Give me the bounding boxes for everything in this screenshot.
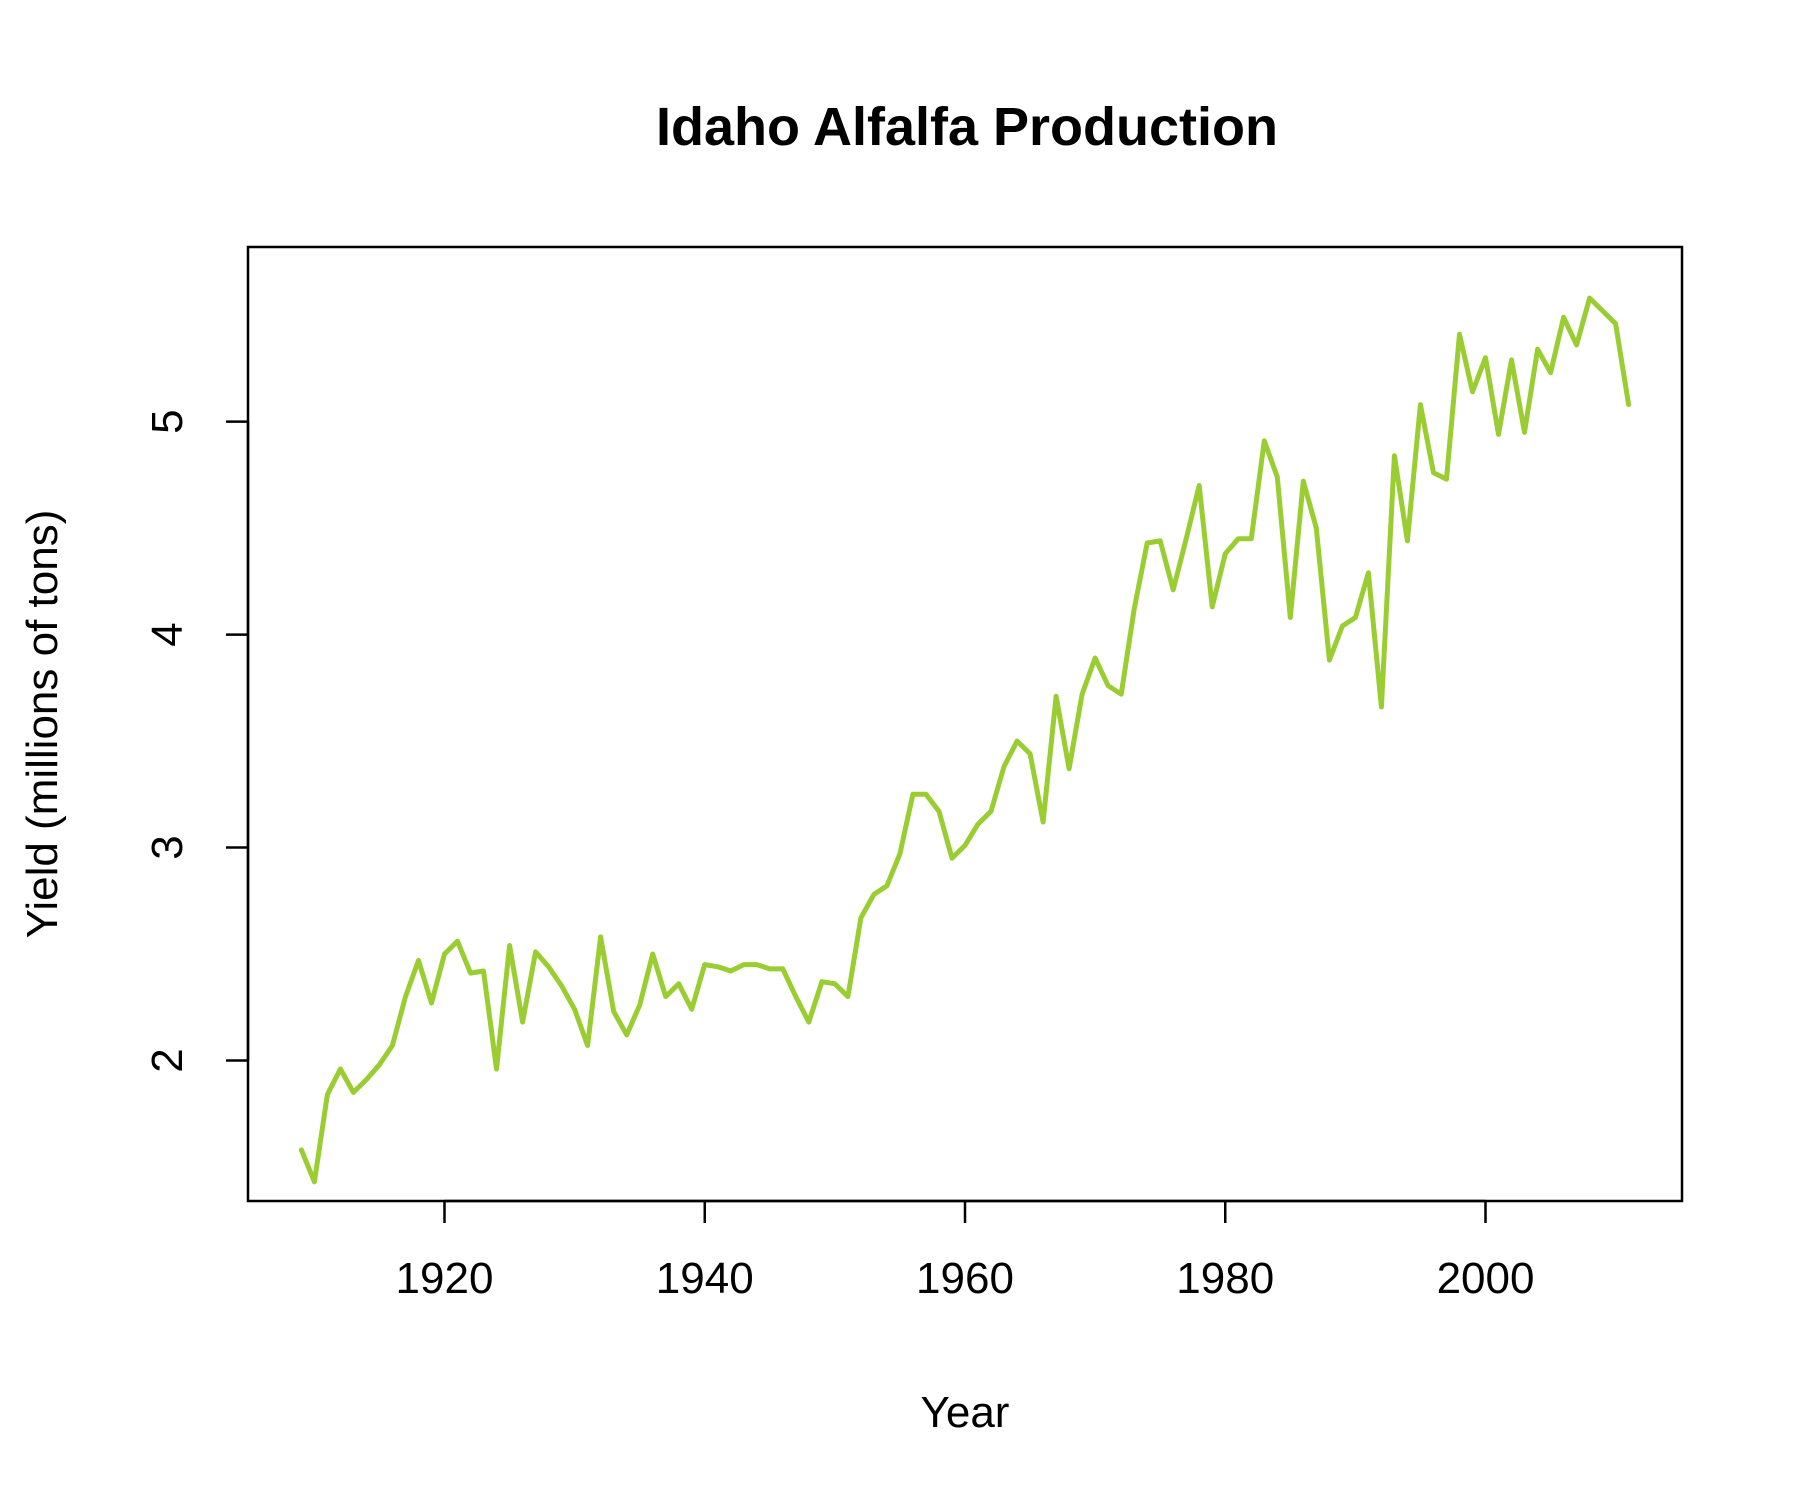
y-axis-label: Yield (millions of tons) [18,510,67,939]
y-tick-label: 5 [143,409,192,433]
x-tick-label: 1940 [656,1254,754,1303]
series-line [298,295,1632,1185]
x-tick-label: 1920 [396,1254,494,1303]
x-tick-label: 1980 [1176,1254,1274,1303]
x-axis: 1920 1940 1960 1980 2000 [396,1199,1535,1303]
plot-frame [246,245,1684,1203]
y-tick-label: 2 [143,1048,192,1072]
x-axis-label: Year [921,1388,1010,1437]
chart-title: Idaho Alfalfa Production [656,97,1278,157]
y-tick-label: 4 [143,622,192,646]
x-tick-label: 1960 [916,1254,1014,1303]
series-layer [298,295,1632,1185]
y-axis: 2 3 4 5 [143,409,250,1073]
x-tick-label: 2000 [1437,1254,1535,1303]
y-tick-label: 3 [143,835,192,859]
